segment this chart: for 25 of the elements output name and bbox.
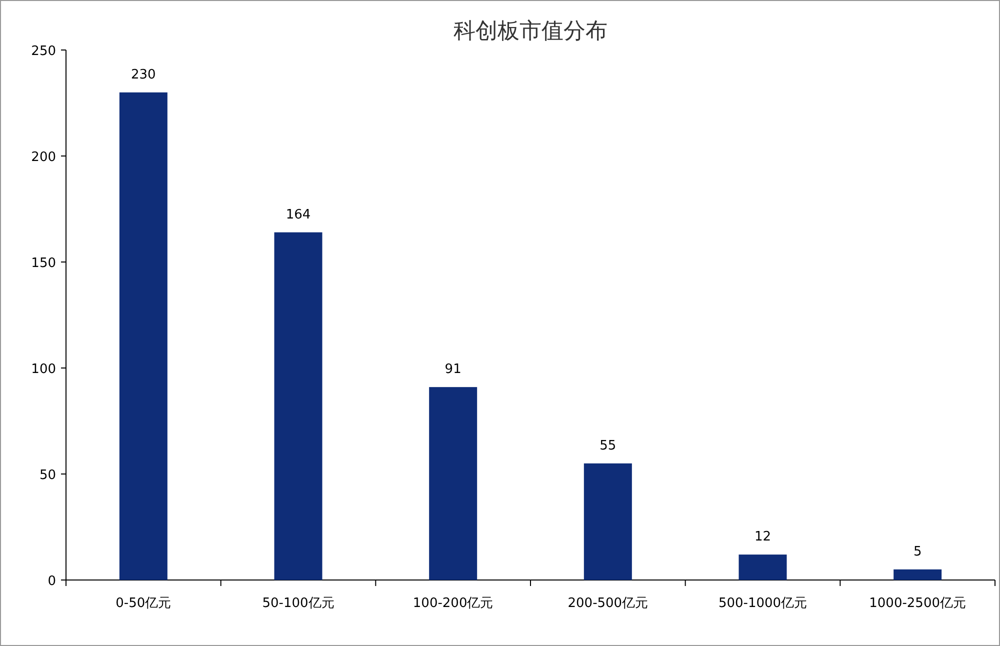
bar [584, 463, 632, 580]
x-tick-label: 500-1000亿元 [718, 596, 808, 611]
data-label: 55 [600, 438, 616, 454]
data-label: 12 [754, 530, 772, 545]
y-tick-label: 100 [31, 362, 56, 377]
data-label: 5 [913, 544, 922, 560]
data-label: 230 [131, 67, 156, 82]
y-tick-label: 0 [48, 574, 56, 589]
bar [429, 387, 478, 580]
y-tick-label: 150 [31, 256, 56, 271]
bar [274, 232, 322, 580]
x-tick-label: 1000-2500亿元 [869, 596, 966, 611]
data-label: 91 [444, 362, 462, 378]
bar [738, 554, 787, 580]
x-tick-label: 50-100亿元 [262, 596, 334, 611]
bar [894, 569, 942, 580]
y-tick-label: 200 [31, 150, 56, 165]
bar [119, 92, 168, 580]
x-tick-label: 100-200亿元 [412, 596, 494, 611]
y-tick-label: 250 [31, 44, 56, 59]
y-tick-label: 50 [39, 468, 56, 483]
data-label: 164 [286, 207, 311, 222]
chart-title: 科创板市值分布 [454, 19, 608, 44]
x-tick-label: 200-500亿元 [568, 596, 648, 611]
x-tick-label: 0-50亿元 [116, 596, 172, 611]
